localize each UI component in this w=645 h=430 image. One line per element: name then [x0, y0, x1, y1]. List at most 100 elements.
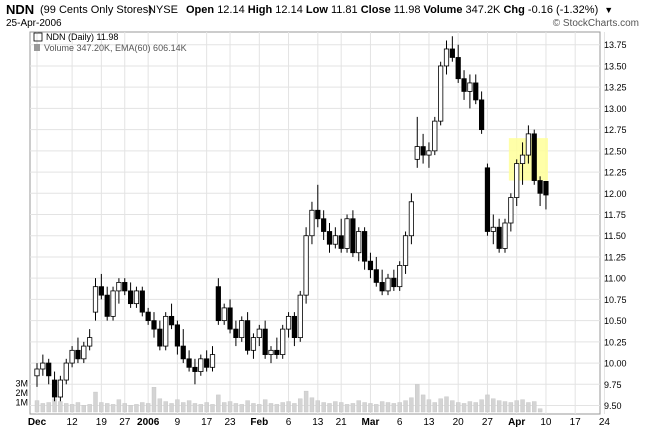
y-tick-label: 11.50 [604, 231, 626, 241]
candle-body [81, 345, 87, 360]
candle [34, 363, 40, 387]
volume-bar [46, 402, 51, 413]
volume-bar [245, 400, 250, 413]
volume-bar [537, 408, 543, 413]
candle [215, 278, 221, 325]
date-axis-labels: Dec 12 19 27 2006 9 17 23 Feb 6 13 21 Mar 6 13 20 27 Apr 1… [28, 417, 611, 428]
volume-bar [496, 400, 502, 413]
volume-bar [356, 400, 361, 413]
volume-tick-label: 3M [15, 379, 28, 389]
candle-body [543, 181, 549, 196]
x-tick-label: 13 [312, 417, 324, 428]
y-tick-label: 9.50 [604, 401, 622, 411]
candle [133, 286, 140, 308]
volume-bar [321, 402, 326, 413]
candle [145, 307, 151, 325]
candle [291, 312, 298, 347]
x-tick-label: 20 [453, 417, 465, 428]
candle [478, 91, 485, 134]
candle-body [379, 282, 385, 292]
candle-body [46, 362, 52, 377]
candle-body [309, 209, 315, 237]
volume-bar [93, 391, 98, 413]
candle [92, 278, 99, 321]
candle-body [221, 307, 227, 322]
x-tick-label: 23 [224, 417, 236, 428]
x-tick-label: 2006 [137, 417, 160, 428]
candle-body [344, 218, 350, 249]
candle [367, 252, 374, 279]
volume-bar [268, 403, 274, 413]
y-tick-label: 12.00 [604, 189, 627, 199]
candle-body [514, 163, 520, 198]
volume-bar [134, 404, 139, 413]
y-tick-label: 13.25 [604, 83, 627, 93]
candle-body [192, 366, 198, 372]
x-tick-label: 6 [397, 417, 403, 428]
candle-body [426, 150, 432, 156]
volume-bar [69, 404, 75, 413]
candle [356, 227, 362, 262]
volume-bar [339, 402, 344, 413]
volume-bar [426, 399, 432, 413]
volume-bar [456, 402, 461, 413]
candle [262, 320, 268, 359]
candle [344, 214, 350, 253]
candle [531, 129, 537, 185]
legend-price: NDN (Daily) 11.98 [46, 32, 118, 42]
candle-body [198, 358, 204, 372]
candle-body [157, 328, 163, 347]
volume-bar [81, 405, 87, 413]
candle-body [443, 48, 450, 67]
candle [46, 358, 52, 385]
volume-bar [257, 404, 262, 413]
x-tick-label: 10 [540, 417, 552, 428]
chg-value: -0.16 (-1.32%) [527, 4, 599, 16]
candle [122, 278, 128, 296]
candle [432, 116, 438, 156]
candle-body [127, 290, 134, 305]
candle [51, 371, 58, 402]
volume-bar [280, 402, 285, 413]
y-tick-label: 10.00 [604, 359, 627, 369]
candle-body [186, 358, 192, 368]
candle [57, 375, 64, 402]
candle-body [262, 328, 268, 355]
volume-bar [75, 402, 81, 413]
candle-body [420, 146, 426, 156]
candle-body [139, 290, 145, 313]
volume-bar [327, 403, 332, 413]
y-tick-label: 10.50 [604, 316, 627, 326]
candle [163, 312, 169, 351]
candle-body [98, 286, 104, 296]
volume-bar [473, 402, 478, 413]
candle [473, 74, 479, 105]
candle-body [227, 307, 233, 330]
close-value: 11.98 [393, 4, 421, 16]
x-tick-label: Feb [250, 417, 268, 428]
y-tick-label: 12.25 [604, 168, 627, 178]
plot-area [29, 31, 601, 415]
high-value: 12.14 [275, 4, 303, 16]
volume-bar [292, 403, 297, 413]
volume-bar [374, 404, 379, 413]
volume-bar [216, 394, 221, 413]
chevron-down-icon[interactable]: ▼ [604, 5, 614, 15]
volume-bar [479, 399, 484, 413]
low-value: 11.81 [330, 4, 358, 16]
candle-body [361, 231, 368, 262]
volume-bar [502, 401, 508, 413]
volume-bar [491, 398, 496, 413]
candles [34, 36, 549, 402]
candle [157, 320, 163, 351]
volume-tick-label: 2M [15, 388, 28, 398]
candle-body [180, 345, 186, 360]
volume-bar [508, 402, 514, 413]
candle [397, 261, 403, 291]
volume-bar [110, 404, 116, 413]
candle [233, 320, 239, 347]
volume-bar [192, 403, 198, 413]
candle-body [51, 379, 58, 398]
y-tick-label: 11.25 [604, 252, 626, 262]
